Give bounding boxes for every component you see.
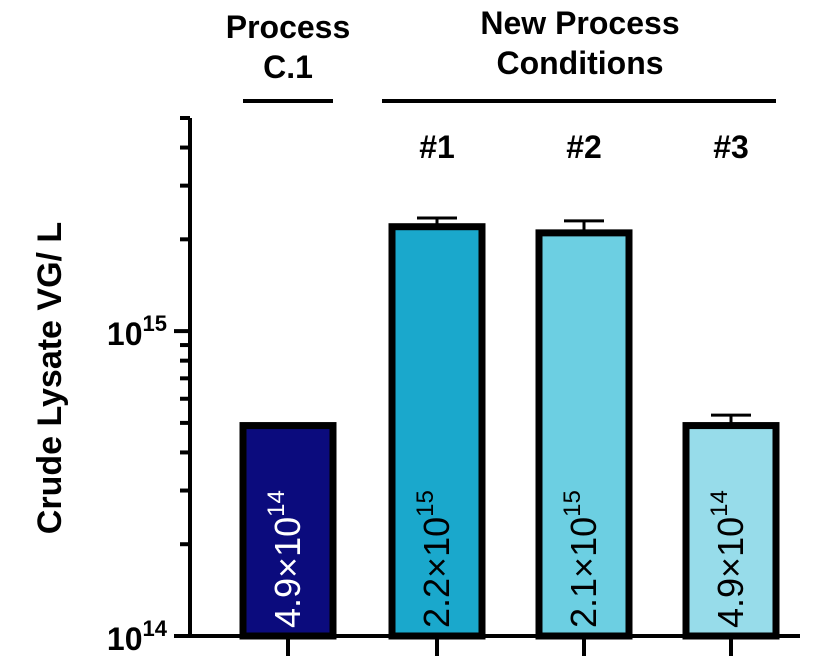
group-label: Process [226, 9, 351, 45]
bar [239, 422, 337, 640]
group-label: C.1 [263, 49, 313, 85]
group-annotations: Process C.1 New Process Conditions [226, 5, 776, 103]
y-tick-label: 1014 [107, 616, 168, 657]
y-tick-label: 1015 [107, 311, 167, 352]
y-axis-label: Crude Lysate VG/ L [31, 222, 69, 534]
bar [388, 223, 486, 640]
category-label: #3 [713, 129, 749, 165]
bar-value-label: 2.2×1015 [412, 490, 457, 628]
bars: 4.9×1014 2.2×1015 #1 2.1×1015 #2 4.9×1014 #3 [239, 129, 780, 640]
category-label: #1 [419, 129, 455, 165]
bar-value-label: 4.9×1014 [706, 490, 751, 628]
category-label: #2 [566, 129, 602, 165]
bar-value-label: 4.9×1014 [263, 490, 308, 628]
group-label: Conditions [496, 45, 663, 81]
bar-value-label: 2.1×1015 [559, 490, 604, 628]
group-label: New Process [480, 5, 679, 41]
bar [682, 422, 780, 640]
